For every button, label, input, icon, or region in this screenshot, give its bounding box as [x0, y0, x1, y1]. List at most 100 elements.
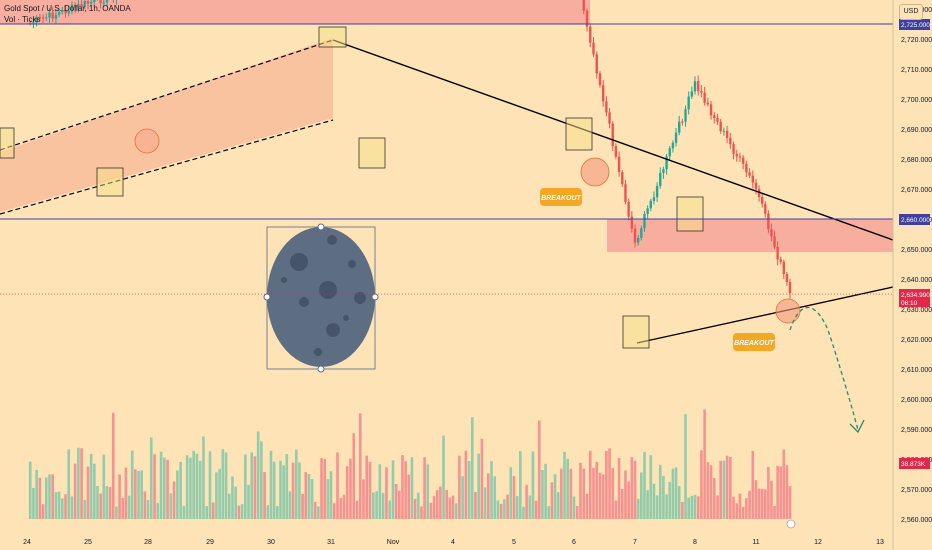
volume-bar — [270, 451, 273, 519]
volume-bar — [238, 506, 241, 519]
volume-bar — [621, 489, 624, 519]
x-tick-label: 24 — [23, 539, 31, 546]
x-tick-label: 6 — [572, 539, 576, 546]
volume-bar — [694, 495, 697, 519]
volume-bar — [538, 421, 541, 519]
candle-body — [719, 122, 721, 131]
x-tick-label: 25 — [84, 539, 92, 546]
currency-button[interactable]: USD — [899, 4, 923, 20]
candle-body — [621, 172, 623, 184]
volume-bar — [90, 454, 93, 519]
volume-bar — [707, 462, 710, 519]
volume-bar — [301, 494, 304, 519]
x-tick-label: 30 — [267, 539, 275, 546]
volume-bar — [458, 456, 461, 519]
volume-bar — [455, 503, 458, 519]
resize-handle — [318, 224, 324, 230]
volume-bar — [343, 495, 346, 519]
y-tick-label: 2,610.000 — [901, 367, 932, 374]
volume-bar — [748, 491, 751, 519]
volume-bar — [649, 455, 652, 519]
candle-body — [681, 122, 683, 123]
volume-bar — [687, 498, 690, 519]
resize-handle — [264, 294, 270, 300]
volume-bar — [401, 455, 404, 519]
volume-bar — [382, 493, 385, 519]
volume-bar — [131, 451, 134, 519]
volume-bar — [684, 414, 687, 519]
volume-bar — [102, 455, 105, 519]
volume-bar — [67, 449, 70, 519]
volume-bar — [83, 500, 86, 519]
candle-body — [780, 259, 782, 261]
volume-bar — [481, 439, 484, 519]
candle-body — [789, 282, 791, 293]
volume-bar — [228, 494, 231, 519]
volume-bar — [452, 496, 455, 519]
volume-bar — [566, 459, 569, 519]
volume-bar — [395, 484, 398, 519]
volume-bar — [592, 468, 595, 519]
moon-crater — [348, 260, 356, 268]
price-badge-label: 2,725.000 — [901, 22, 930, 29]
candle-body — [761, 197, 763, 204]
volume-bar — [646, 490, 649, 519]
volume-bar — [430, 503, 433, 519]
candle-body — [612, 124, 614, 147]
candle-body — [716, 118, 718, 122]
volume-bar — [449, 498, 452, 519]
breakout-label: BREAKOUT — [541, 195, 581, 202]
volume-bar — [314, 502, 317, 519]
volume-bar — [445, 490, 448, 519]
candle-body — [700, 91, 702, 93]
price-badge-label: 2,634.990 — [901, 292, 930, 299]
volume-bar — [330, 471, 333, 519]
projection-arrow — [790, 308, 858, 431]
candle-body — [739, 156, 741, 157]
volume-bar — [71, 496, 74, 519]
volume-bar — [385, 467, 388, 519]
volume-bar — [260, 441, 263, 519]
volume-bar — [276, 506, 279, 519]
volume-bar — [74, 463, 77, 519]
candle-body — [637, 238, 639, 242]
candle-body — [729, 138, 731, 144]
volume-bar — [493, 476, 496, 519]
highlight-box — [319, 27, 346, 47]
x-tick-label: 31 — [327, 539, 335, 546]
volume-bar — [662, 476, 665, 519]
volume-bar — [144, 492, 147, 519]
volume-bar — [160, 452, 163, 519]
volume-bar — [199, 461, 202, 519]
volume-bar — [356, 501, 359, 519]
highlight-box — [566, 118, 592, 150]
candle-body — [48, 12, 50, 17]
volume-bar — [420, 506, 423, 519]
candle-body — [687, 97, 689, 110]
volume-bar — [285, 454, 288, 519]
volume-bar — [388, 500, 391, 519]
candle-body — [643, 214, 645, 228]
volume-bar — [247, 485, 250, 519]
candle-body — [707, 103, 709, 105]
volume-bar — [640, 472, 643, 519]
volume-bar — [298, 462, 301, 519]
volume-bar — [582, 469, 585, 519]
volume-bar — [80, 448, 83, 519]
candle-body — [631, 217, 633, 229]
volume-bar — [417, 493, 420, 519]
volume-bar — [554, 474, 557, 519]
volume-bar — [513, 476, 516, 519]
replay-icon — [787, 520, 795, 528]
volume-bar — [45, 477, 48, 519]
volume-bar — [764, 489, 767, 519]
candle-body — [726, 131, 728, 138]
volume-bar — [767, 467, 770, 519]
x-tick-label: 4 — [451, 539, 455, 546]
volume-bar — [263, 472, 266, 519]
volume-bar — [589, 451, 592, 519]
volume-bar — [134, 469, 137, 519]
volume-bar — [282, 465, 285, 519]
volume-bar — [365, 456, 368, 519]
